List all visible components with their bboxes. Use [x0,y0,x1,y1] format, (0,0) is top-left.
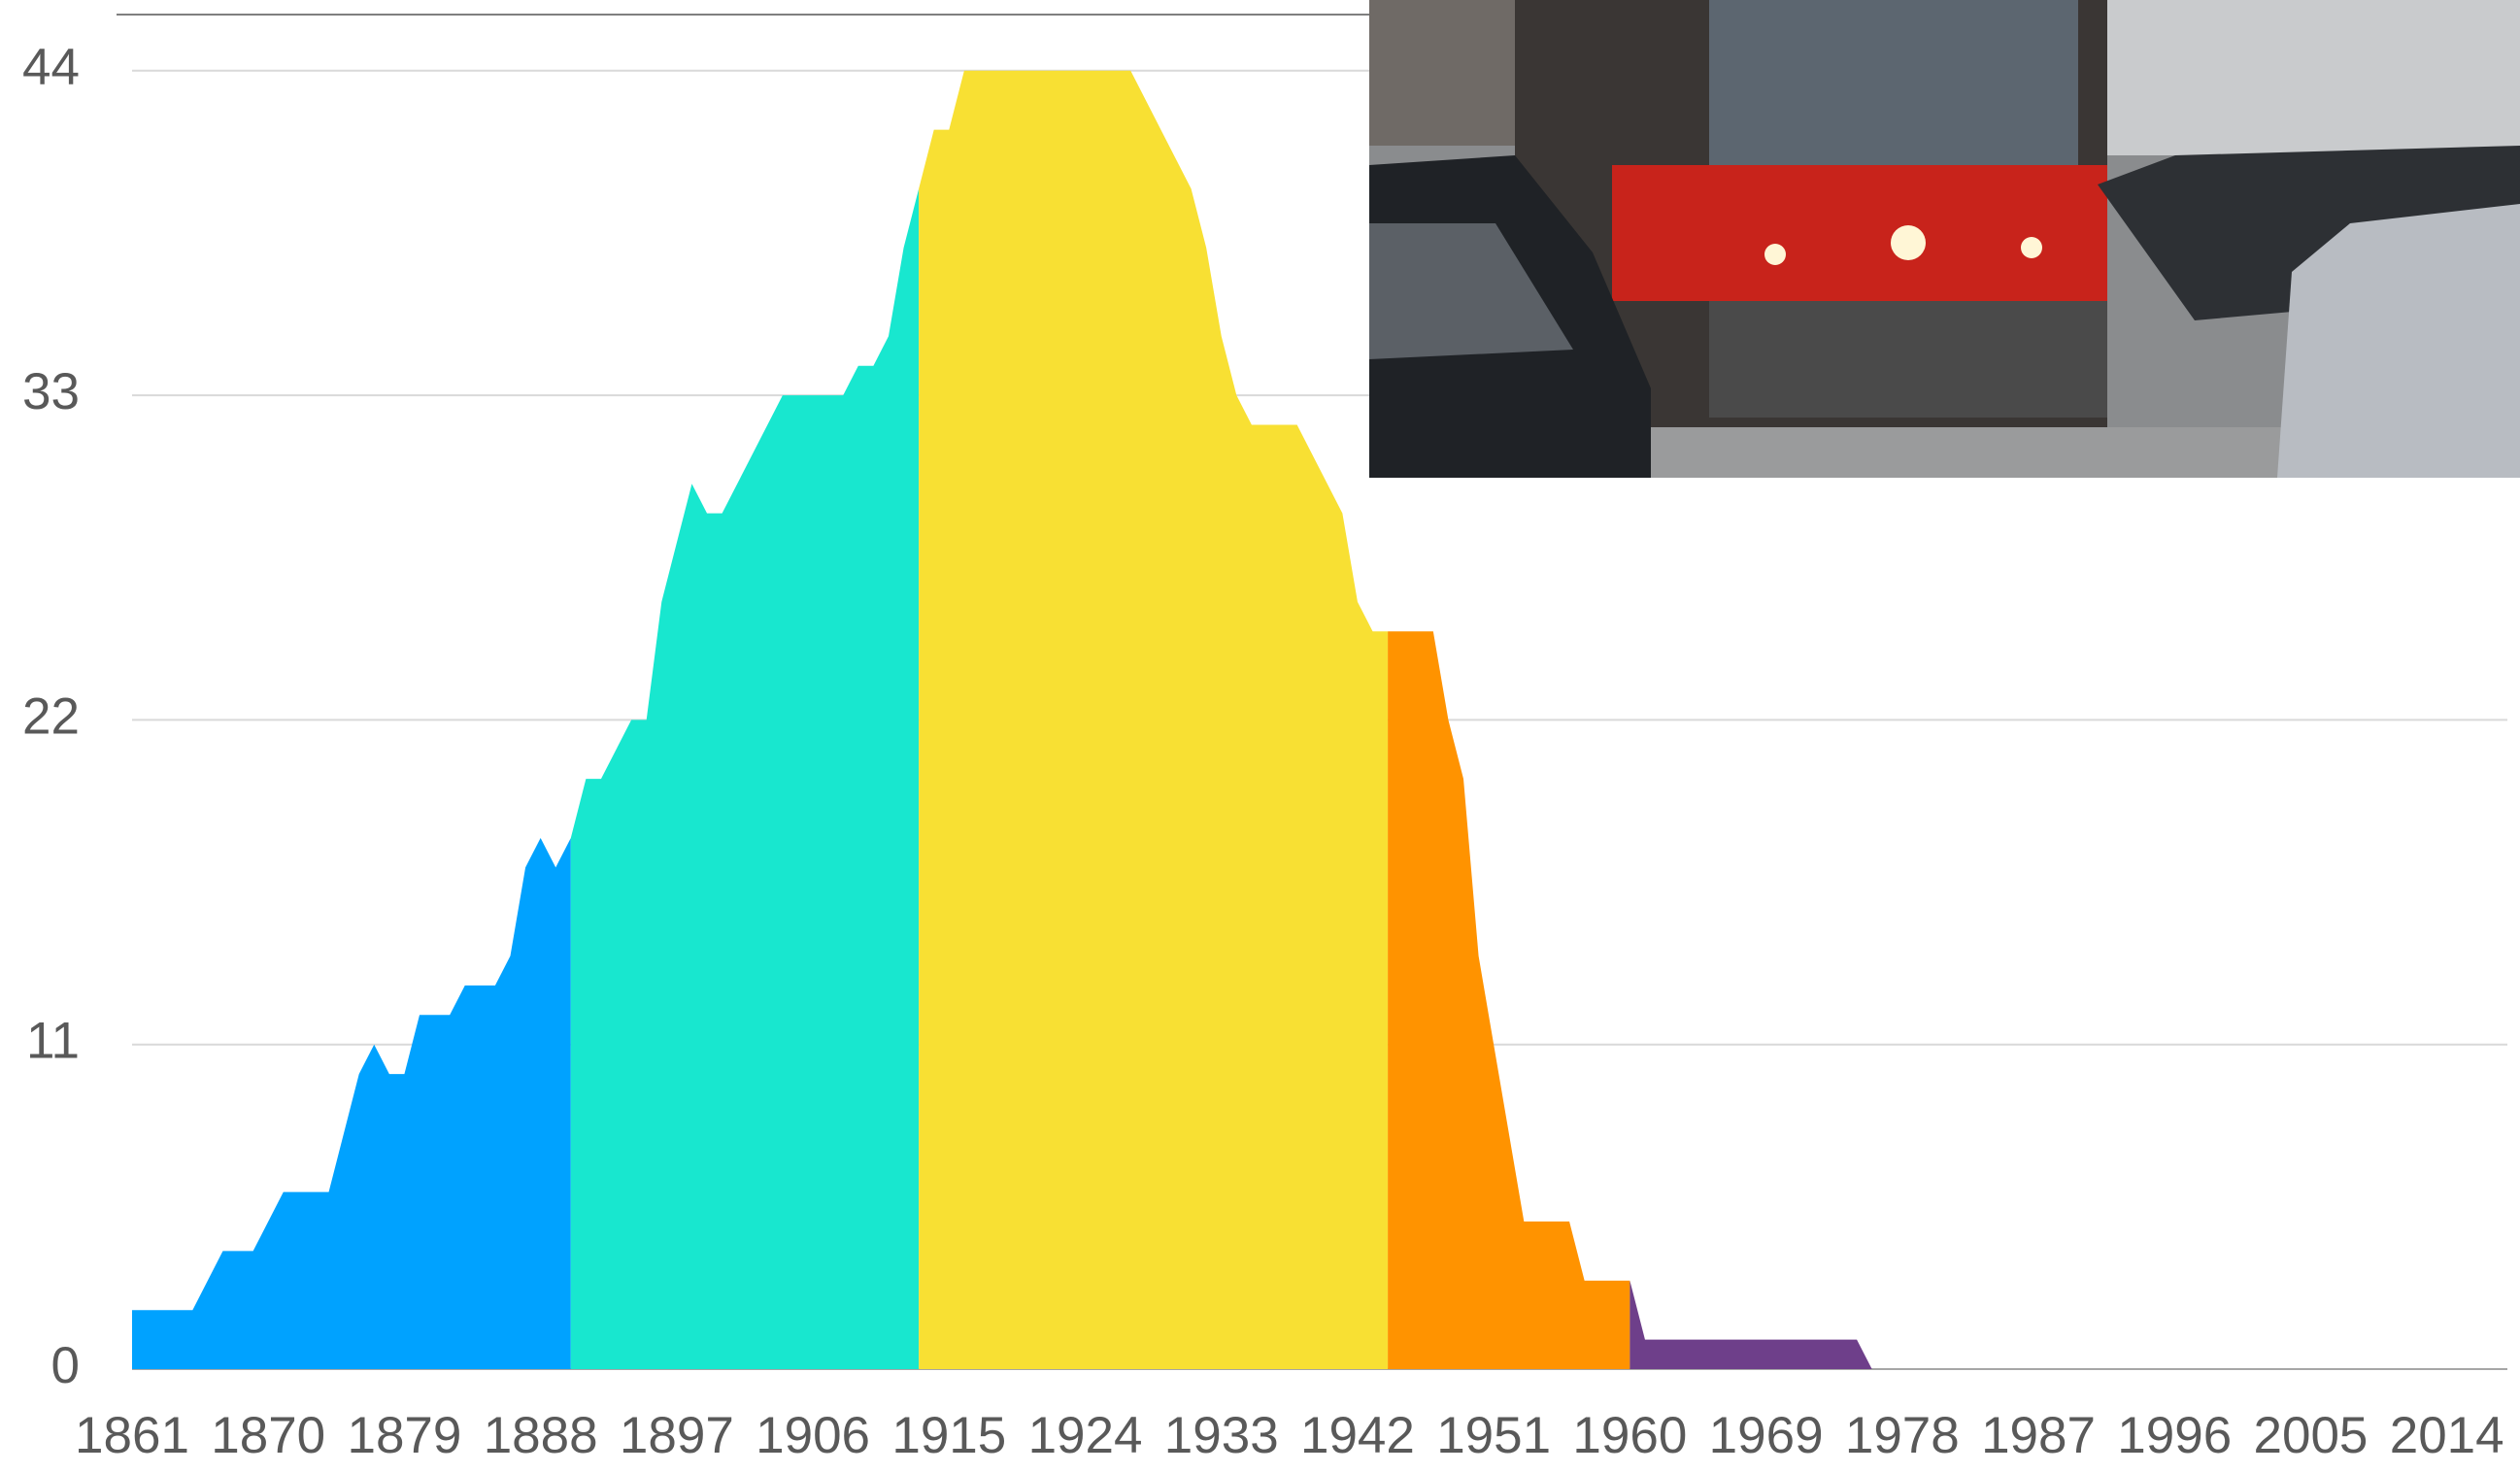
plot: 0 11 22 33 44 1861 1870 1879 1888 1897 1906 1915 192… [22,39,2507,1464]
photo [1369,0,2520,478]
x-tick-label: 2014 [2390,1407,2504,1464]
x-tick-label: 1987 [1981,1407,2096,1464]
x-tick-label: 1942 [1300,1407,1415,1464]
x-tick-label: 1996 [2117,1407,2232,1464]
x-tick-label: 1897 [620,1407,734,1464]
x-tick-label: 1870 [211,1407,325,1464]
photo-streetcar-red [1612,165,2107,301]
photo-light-right [2021,237,2042,258]
x-tick-label: 1915 [891,1407,1006,1464]
x-tick-label: 2005 [2254,1407,2369,1464]
photo-building-right [2098,0,2520,155]
photo-light-left [1764,244,1786,265]
x-tick-label: 1888 [484,1407,598,1464]
y-tick-label: 11 [26,1013,80,1070]
y-tick-label: 44 [22,39,80,96]
area [1388,631,1630,1369]
x-tick-label: 1951 [1436,1407,1551,1464]
photo-streetcar-window [1709,0,2078,165]
y-tick-label: 33 [22,363,80,420]
area [1630,1280,1872,1369]
x-tick-label: 1978 [1845,1407,1960,1464]
photo-car-left-window [1369,223,1573,359]
x-tick-label: 1879 [347,1407,461,1464]
photo-streetcar-bumper [1709,301,2107,418]
x-tick-label: 1924 [1028,1407,1143,1464]
x-tick-label: 1960 [1572,1407,1687,1464]
x-tick-label: 1906 [756,1407,870,1464]
y-tick-label: 22 [22,687,80,745]
x-tick-label: 1969 [1709,1407,1824,1464]
x-tick-label: 1861 [75,1407,189,1464]
area [570,188,920,1370]
area [919,70,1389,1370]
x-tick-label: 1933 [1164,1407,1279,1464]
area [132,837,571,1369]
photo-car-right [2277,204,2520,478]
y-tick-label: 0 [51,1337,80,1394]
photo-headlight [1891,225,1926,260]
